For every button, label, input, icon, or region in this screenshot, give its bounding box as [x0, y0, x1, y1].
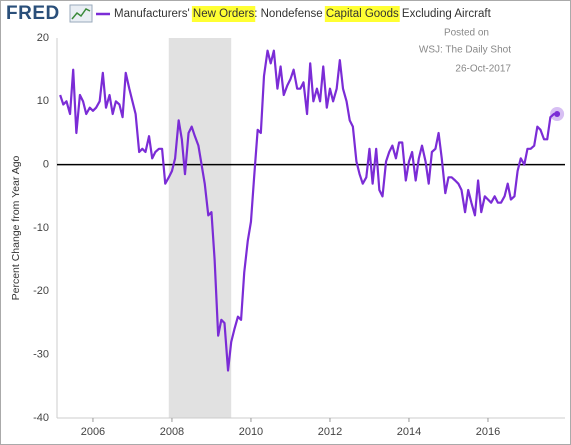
annotation: Posted on: [444, 28, 489, 39]
x-tick-label: 2008: [160, 426, 184, 438]
y-tick-label: -40: [33, 412, 49, 424]
annotation: WSJ: The Daily Shot: [419, 45, 511, 56]
y-tick-label: -30: [33, 349, 49, 361]
y-tick-label: 0: [43, 159, 49, 171]
end-point: [554, 111, 561, 117]
y-tick-label: 10: [37, 95, 49, 107]
recession-shade: [168, 38, 232, 418]
x-tick-label: 2006: [81, 426, 105, 438]
y-tick-label: -10: [33, 222, 49, 234]
y-tick-label: 20: [37, 32, 49, 44]
text-highlight: [324, 6, 400, 22]
series-line: [59, 49, 558, 372]
x-tick-label: 2012: [318, 426, 342, 438]
x-tick-label: 2014: [397, 426, 421, 438]
x-tick-label: 2010: [239, 426, 263, 438]
annotation: 26-Oct-2017: [455, 64, 511, 75]
text-highlight: [191, 6, 256, 22]
x-tick-label: 2016: [476, 426, 500, 438]
legend-label: Manufacturers' New Orders: Nondefense Ca…: [114, 8, 492, 20]
highlights: [191, 6, 400, 22]
legend: Manufacturers' New Orders: Nondefense Ca…: [96, 6, 492, 22]
y-tick-label: -20: [33, 285, 49, 297]
y-axis-label: Percent Change from Year Ago: [10, 155, 22, 300]
logo: FRED: [6, 3, 60, 24]
logo-icon: [69, 4, 93, 23]
